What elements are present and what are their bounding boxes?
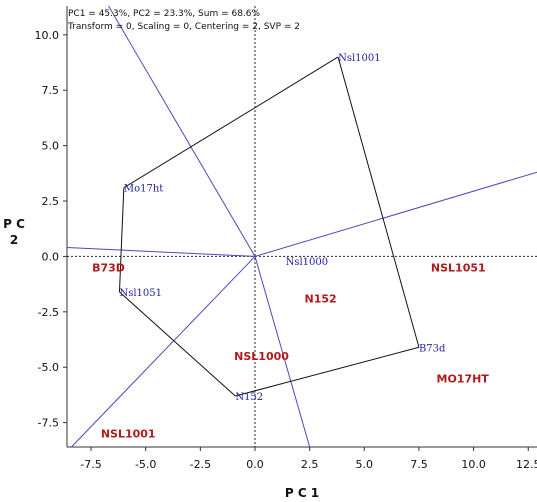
ray-5 xyxy=(254,256,311,448)
y-tick-label: -7.5 xyxy=(38,417,59,430)
tester-label: NSL1001 xyxy=(101,428,156,441)
ray-4 xyxy=(71,256,256,448)
polygon-edge xyxy=(123,56,339,189)
y-tick-label: 7.5 xyxy=(42,84,60,97)
x-tick-label: 0.0 xyxy=(246,458,264,471)
x-tick-label: 7.5 xyxy=(410,458,428,471)
ray-1 xyxy=(66,247,256,257)
y-tick-label: 5.0 xyxy=(42,140,60,153)
entry-label: N152 xyxy=(235,392,263,403)
info-line-1: PC1 = 45.3%, PC2 = 23.3%, Sum = 68.6% xyxy=(68,9,261,19)
y-tick-label: -5.0 xyxy=(38,361,59,374)
y-axis-title-line: 2 xyxy=(10,233,18,247)
x-tick-label: 2.5 xyxy=(301,458,319,471)
tester-label: B73D xyxy=(92,261,125,274)
polygon xyxy=(118,56,420,397)
y-axis-title-line: P C xyxy=(3,217,25,231)
entry-label: Nsl1051 xyxy=(119,288,162,299)
ray-2 xyxy=(108,5,256,257)
tester-label: N152 xyxy=(304,293,336,306)
y-tick-label: -2.5 xyxy=(38,306,59,319)
polygon-edge xyxy=(118,187,125,292)
polygon-edge xyxy=(119,291,236,397)
x-tick-label: 12.5 xyxy=(516,458,537,471)
x-tick-label: -2.5 xyxy=(190,458,211,471)
rays xyxy=(66,5,537,448)
x-tick-label: -7.5 xyxy=(80,458,101,471)
entry-labels: Nsl1001 Mo17ht Nsl1051 Nsl1000 N152 B73d xyxy=(119,53,446,403)
y-tick-label: 0.0 xyxy=(42,250,60,263)
reference-lines xyxy=(67,6,537,447)
entry-label: Mo17ht xyxy=(124,184,163,195)
x-tick-label: 5.0 xyxy=(356,458,374,471)
info-line-2: Transform = 0, Scaling = 0, Centering = … xyxy=(67,22,300,32)
y-axis-ticks: -7.5 -5.0 -2.5 0.0 2.5 5.0 7.5 10.0 xyxy=(35,29,67,430)
tester-label: NSL1000 xyxy=(234,350,289,363)
y-tick-label: 2.5 xyxy=(42,195,60,208)
x-axis-ticks: -7.5 -5.0 -2.5 0.0 2.5 5.0 7.5 10.0 12.5 xyxy=(80,447,537,471)
ray-3 xyxy=(254,171,537,257)
tester-label: MO17HT xyxy=(437,372,490,385)
polygon-edge xyxy=(337,56,420,348)
x-tick-label: 10.0 xyxy=(461,458,486,471)
y-axis-title: P C 2 xyxy=(3,217,25,247)
entry-label: Nsl1001 xyxy=(338,53,381,64)
entry-label: B73d xyxy=(419,343,446,354)
y-tick-label: 10.0 xyxy=(35,29,60,42)
entry-label: Nsl1000 xyxy=(286,257,329,268)
tester-labels: B73D NSL1051 N152 NSL1000 MO17HT NSL1001 xyxy=(92,261,489,440)
tester-label: NSL1051 xyxy=(431,261,486,274)
x-tick-label: -5.0 xyxy=(135,458,156,471)
x-axis-title: P C 1 xyxy=(285,486,319,500)
polygon-edge xyxy=(235,346,420,397)
